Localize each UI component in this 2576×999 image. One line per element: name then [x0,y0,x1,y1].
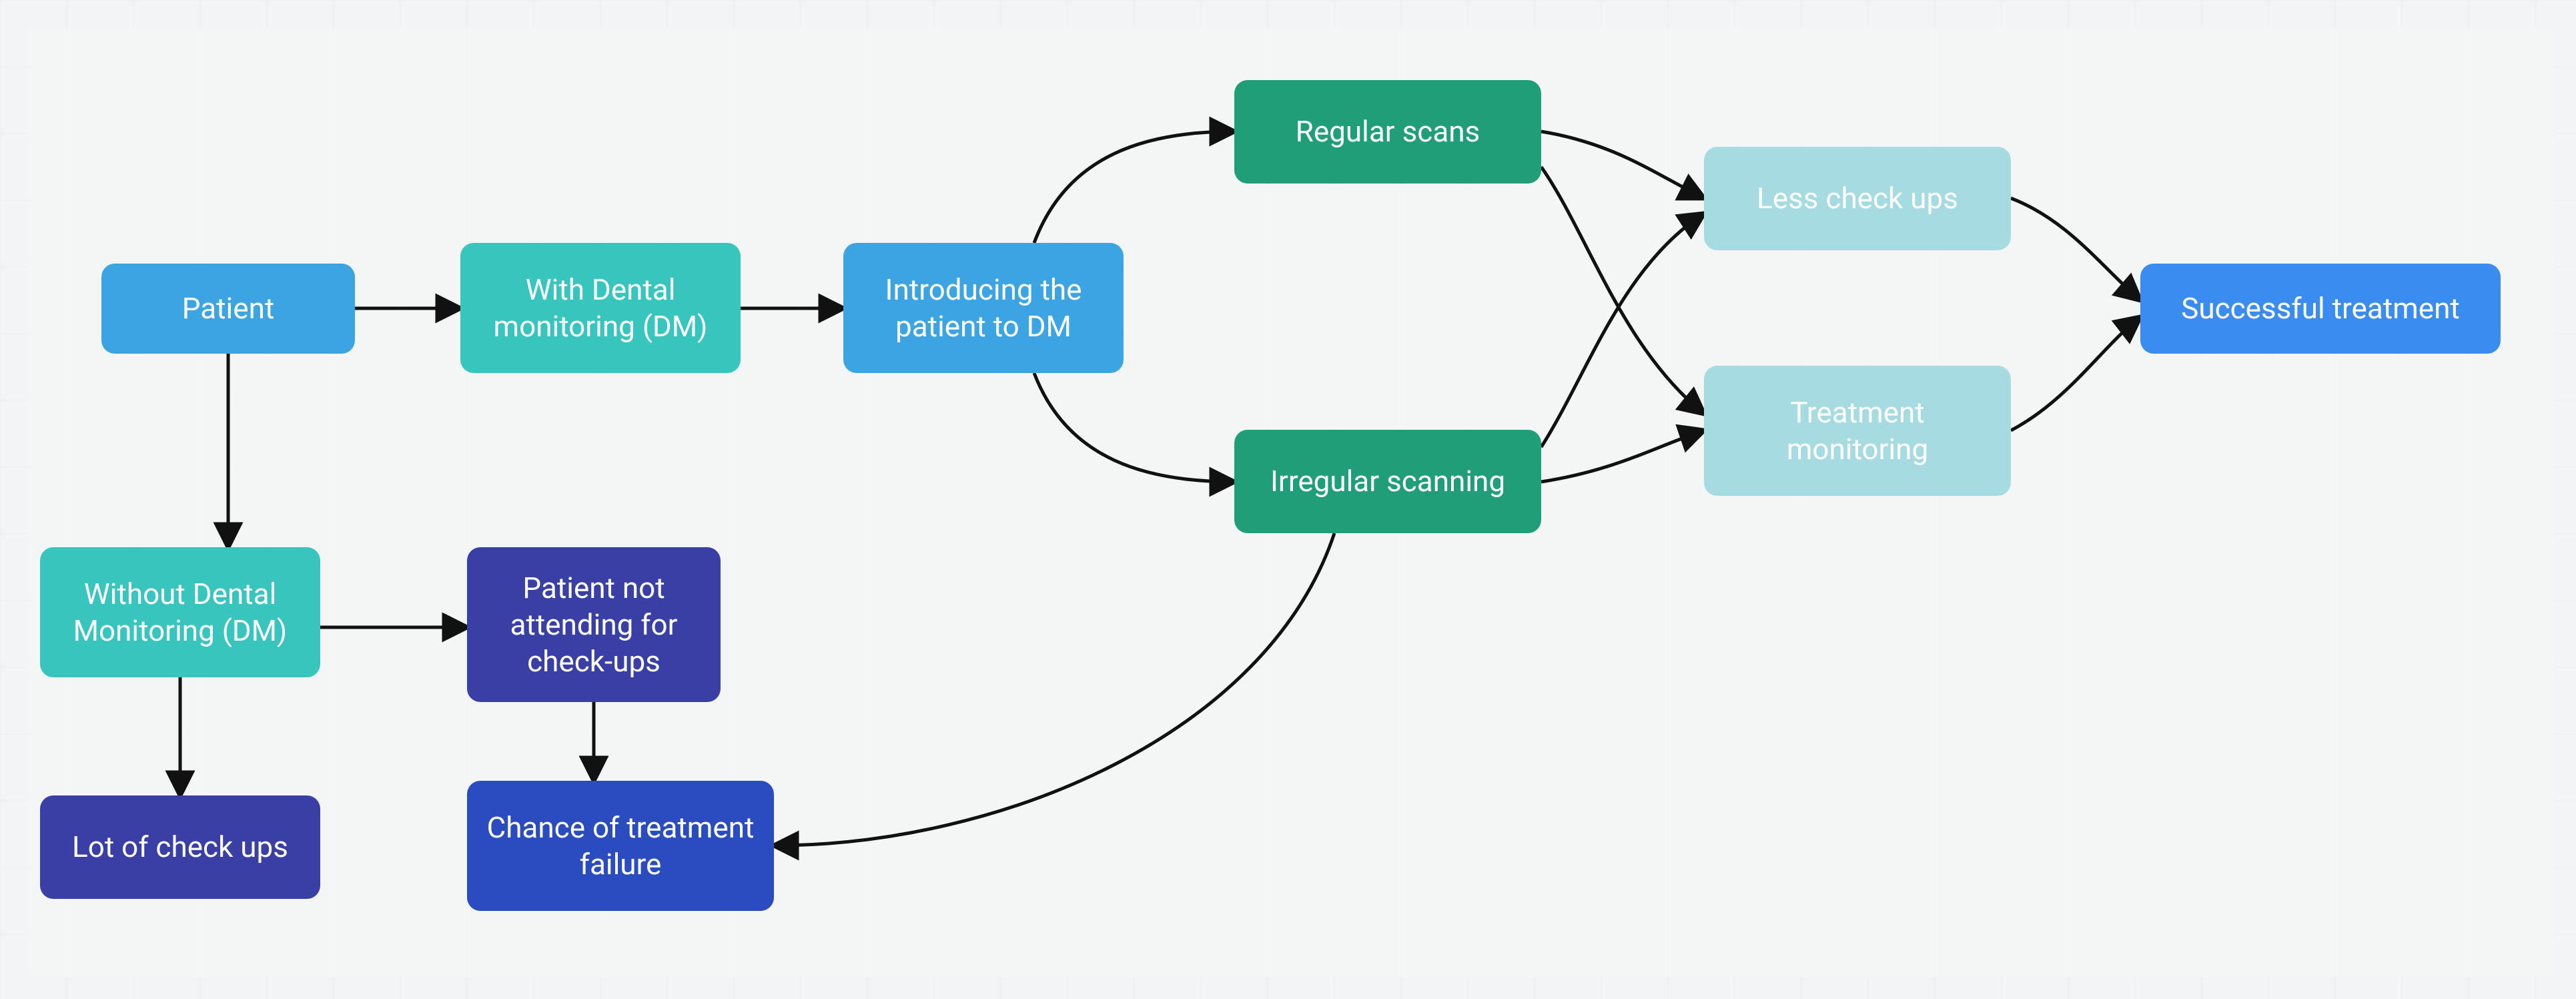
node-less_checkups[interactable]: Less check ups [1704,147,2011,250]
edge-irregular_scanning-to-treatment_monitoring [1541,430,1704,482]
node-label: Lot of check ups [72,829,288,866]
edge-irregular_scanning-to-less_checkups [1541,214,1704,447]
edge-intro_dm-to-irregular_scanning [1034,373,1234,482]
edge-intro_dm-to-regular_scans [1034,131,1234,243]
node-treatment_monitoring[interactable]: Treatment monitoring [1704,366,2011,496]
node-lot_checkups[interactable]: Lot of check ups [40,795,320,899]
node-label: Introducing the patient to DM [855,272,1112,345]
node-label: Successful treatment [2181,290,2460,327]
node-label: Without Dental Monitoring (DM) [52,576,308,649]
node-irregular_scanning[interactable]: Irregular scanning [1234,430,1541,533]
node-without_dm[interactable]: Without Dental Monitoring (DM) [40,547,320,677]
node-label: Chance of treatment failure [479,809,762,883]
edge-less_checkups-to-successful_treatment [2011,198,2140,300]
node-successful_treatment[interactable]: Successful treatment [2140,264,2501,354]
node-label: Regular scans [1296,113,1480,150]
edge-regular_scans-to-less_checkups [1541,131,1704,198]
node-label: Treatment monitoring [1716,394,1999,468]
node-chance_failure[interactable]: Chance of treatment failure [467,781,774,911]
edge-treatment_monitoring-to-successful_treatment [2011,317,2140,430]
node-patient_not_attend[interactable]: Patient not attending for check-ups [467,547,721,702]
node-regular_scans[interactable]: Regular scans [1234,80,1541,184]
node-label: Irregular scanning [1270,463,1505,500]
node-label: Patient [182,290,275,327]
node-label: Less check ups [1757,180,1958,217]
node-label: Patient not attending for check-ups [479,570,709,680]
edge-regular_scans-to-treatment_monitoring [1541,167,1704,414]
node-patient[interactable]: Patient [101,264,355,354]
node-label: With Dental monitoring (DM) [472,272,729,345]
node-intro_dm[interactable]: Introducing the patient to DM [843,243,1124,373]
edge-irregular_scanning-to-chance_failure [774,533,1334,846]
node-with_dm[interactable]: With Dental monitoring (DM) [460,243,741,373]
flowchart-canvas: Patient With Dental monitoring (DM) Introd… [0,0,2576,999]
